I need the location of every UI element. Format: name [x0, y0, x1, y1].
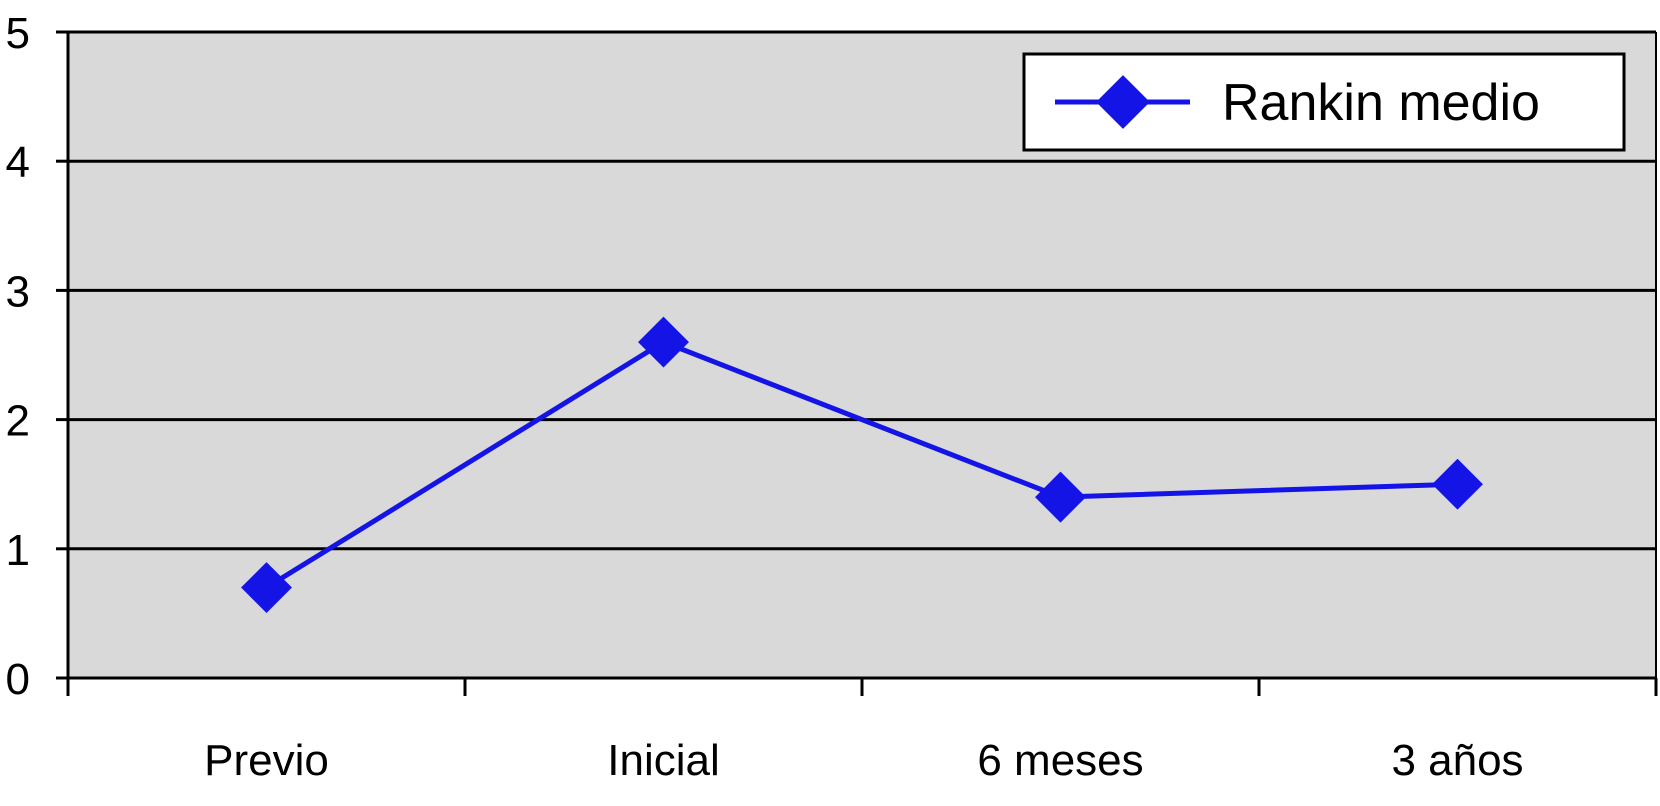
legend-label: Rankin medio	[1222, 74, 1540, 132]
y-tick-label: 1	[6, 526, 30, 575]
data-point-marker	[638, 316, 689, 368]
y-tick-label: 5	[6, 9, 30, 58]
data-point-marker	[241, 562, 292, 614]
data-point-marker	[1035, 471, 1086, 523]
y-tick-label: 0	[6, 655, 30, 704]
series-group	[241, 316, 1483, 614]
y-axis-ticks: 0 1 2 3 4 5	[6, 9, 68, 704]
y-tick-label: 3	[6, 267, 30, 316]
x-tick-label: Previo	[204, 736, 329, 785]
y-tick-label: 4	[6, 138, 30, 187]
series-line	[265, 339, 1458, 590]
x-tick-label: 6 meses	[977, 736, 1143, 785]
x-tick-label: Inicial	[607, 736, 720, 785]
legend: Rankin medio	[1022, 52, 1626, 152]
y-tick-label: 2	[6, 397, 30, 446]
data-point-marker	[1432, 458, 1483, 510]
x-tick-label: 3 años	[1391, 736, 1523, 785]
x-axis-ticks: Previo Inicial 6 meses 3 años	[66, 678, 1658, 785]
